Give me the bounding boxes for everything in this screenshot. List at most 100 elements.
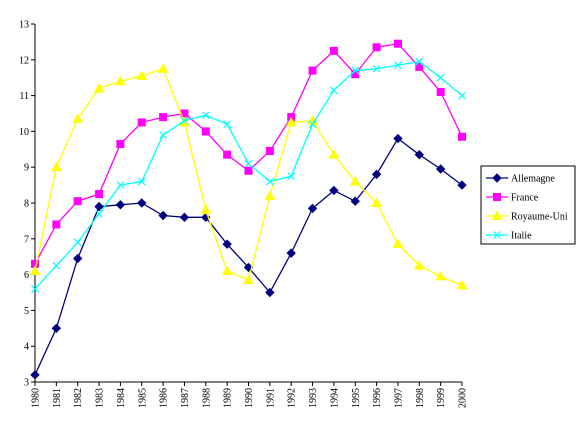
- marker-stroke: [265, 177, 274, 186]
- y-tick-label: 13: [19, 20, 29, 31]
- x-tick-label: 1997: [393, 388, 404, 408]
- y-tick-label: 8: [24, 199, 29, 210]
- data-point-italie: [265, 177, 274, 186]
- data-point-allemagne: [158, 210, 168, 221]
- data-point-italie: [394, 61, 402, 70]
- data-point-france: [393, 39, 402, 48]
- x-tick-label: 1980: [31, 388, 42, 408]
- marker-stroke: [95, 209, 103, 218]
- data-point-allemagne: [350, 196, 360, 206]
- marker-stroke: [244, 159, 253, 168]
- x-tick-label: 1987: [180, 388, 191, 408]
- x-tick-label: 2000: [458, 388, 469, 408]
- series-layer: [29, 39, 468, 380]
- x-tick-label: 1996: [372, 388, 383, 408]
- data-point-italie: [244, 159, 253, 168]
- legend-label-france: France: [511, 193, 539, 204]
- x-tick-label: 1989: [223, 388, 234, 408]
- marker-stroke: [308, 120, 317, 129]
- x-tick-label: 1998: [415, 388, 426, 408]
- legend-marker-italie: [493, 231, 501, 239]
- axes-group: 3 4 5 6 7 8 9 10 11 12 13 1980 1981 1982 1983 1984 1985 1…: [19, 20, 469, 409]
- data-point-italie: [95, 209, 103, 218]
- data-point-italie: [223, 120, 232, 129]
- data-point-france: [223, 150, 232, 159]
- y-tick-label: 9: [24, 163, 29, 174]
- y-tick-label: 3: [24, 378, 29, 389]
- data-point-royaume-uni: [371, 197, 382, 207]
- data-point-allemagne: [137, 198, 147, 208]
- data-point-italie: [458, 91, 466, 100]
- x-tick-label: 1984: [116, 388, 127, 408]
- marker-stroke: [351, 66, 360, 75]
- y-tick-label: 4: [24, 342, 29, 353]
- data-point-allemagne: [457, 180, 467, 190]
- data-point-italie: [351, 66, 360, 75]
- data-point-france: [265, 147, 274, 156]
- data-point-france: [137, 118, 146, 127]
- y-tick-label: 10: [19, 127, 29, 138]
- data-point-royaume-uni: [29, 265, 41, 276]
- data-point-france: [372, 43, 381, 52]
- marker-stroke: [372, 64, 381, 73]
- marker-stroke: [394, 61, 402, 70]
- data-point-royaume-uni: [243, 274, 254, 284]
- data-point-italie: [180, 116, 189, 125]
- series-line-royaume-uni: [34, 67, 463, 286]
- y-tick-label: 11: [19, 91, 29, 102]
- marker-stroke: [159, 131, 168, 139]
- data-point-allemagne: [243, 262, 254, 273]
- marker-stroke: [493, 231, 501, 239]
- data-point-france: [95, 190, 104, 199]
- data-point-royaume-uni: [413, 260, 425, 270]
- data-point-france: [73, 197, 82, 206]
- x-tick-label: 1995: [351, 388, 362, 408]
- data-point-allemagne: [51, 323, 62, 334]
- x-tick-label: 1981: [52, 388, 63, 408]
- data-point-allemagne: [30, 370, 40, 380]
- data-point-royaume-uni: [456, 279, 468, 290]
- data-point-royaume-uni: [179, 116, 190, 127]
- data-point-france: [159, 113, 168, 122]
- y-tick-label: 7: [24, 234, 29, 245]
- marker-stroke: [137, 177, 146, 186]
- data-point-royaume-uni: [157, 63, 169, 73]
- data-point-allemagne: [222, 239, 232, 249]
- marker-stroke: [52, 261, 61, 270]
- data-point-italie: [201, 111, 210, 120]
- data-point-allemagne: [286, 248, 296, 258]
- data-point-allemagne: [371, 169, 382, 180]
- marker-stroke: [116, 181, 125, 190]
- data-point-royaume-uni: [328, 149, 340, 159]
- data-point-italie: [308, 120, 317, 129]
- data-point-allemagne: [414, 149, 425, 160]
- legend-label-royaume-uni: Royaume-Uni: [511, 212, 568, 223]
- data-point-allemagne: [179, 212, 190, 223]
- data-point-royaume-uni: [50, 161, 62, 172]
- marker-stroke: [458, 91, 466, 100]
- y-tick-label: 5: [24, 306, 29, 317]
- data-point-france: [52, 220, 61, 229]
- data-point-royaume-uni: [136, 70, 148, 80]
- marker-stroke: [73, 238, 82, 247]
- data-point-royaume-uni: [221, 265, 233, 276]
- data-point-france: [329, 46, 338, 55]
- legend-marker-france: [493, 193, 501, 201]
- data-point-italie: [329, 86, 338, 95]
- data-point-allemagne: [72, 253, 83, 264]
- x-tick-label: 1994: [329, 388, 340, 408]
- legend-label-allemagne: Allemagne: [511, 174, 555, 185]
- data-point-italie: [287, 172, 296, 181]
- data-point-france: [458, 132, 466, 141]
- y-tick-label: 12: [19, 55, 29, 66]
- data-point-royaume-uni: [435, 270, 447, 281]
- data-point-italie: [372, 64, 381, 73]
- data-point-allemagne: [435, 164, 446, 174]
- data-point-france: [351, 70, 360, 79]
- data-point-allemagne: [94, 201, 104, 212]
- marker-stroke: [415, 57, 424, 66]
- legend-label-italie: Italie: [511, 231, 532, 242]
- data-point-france: [201, 127, 210, 136]
- data-point-italie: [31, 284, 39, 293]
